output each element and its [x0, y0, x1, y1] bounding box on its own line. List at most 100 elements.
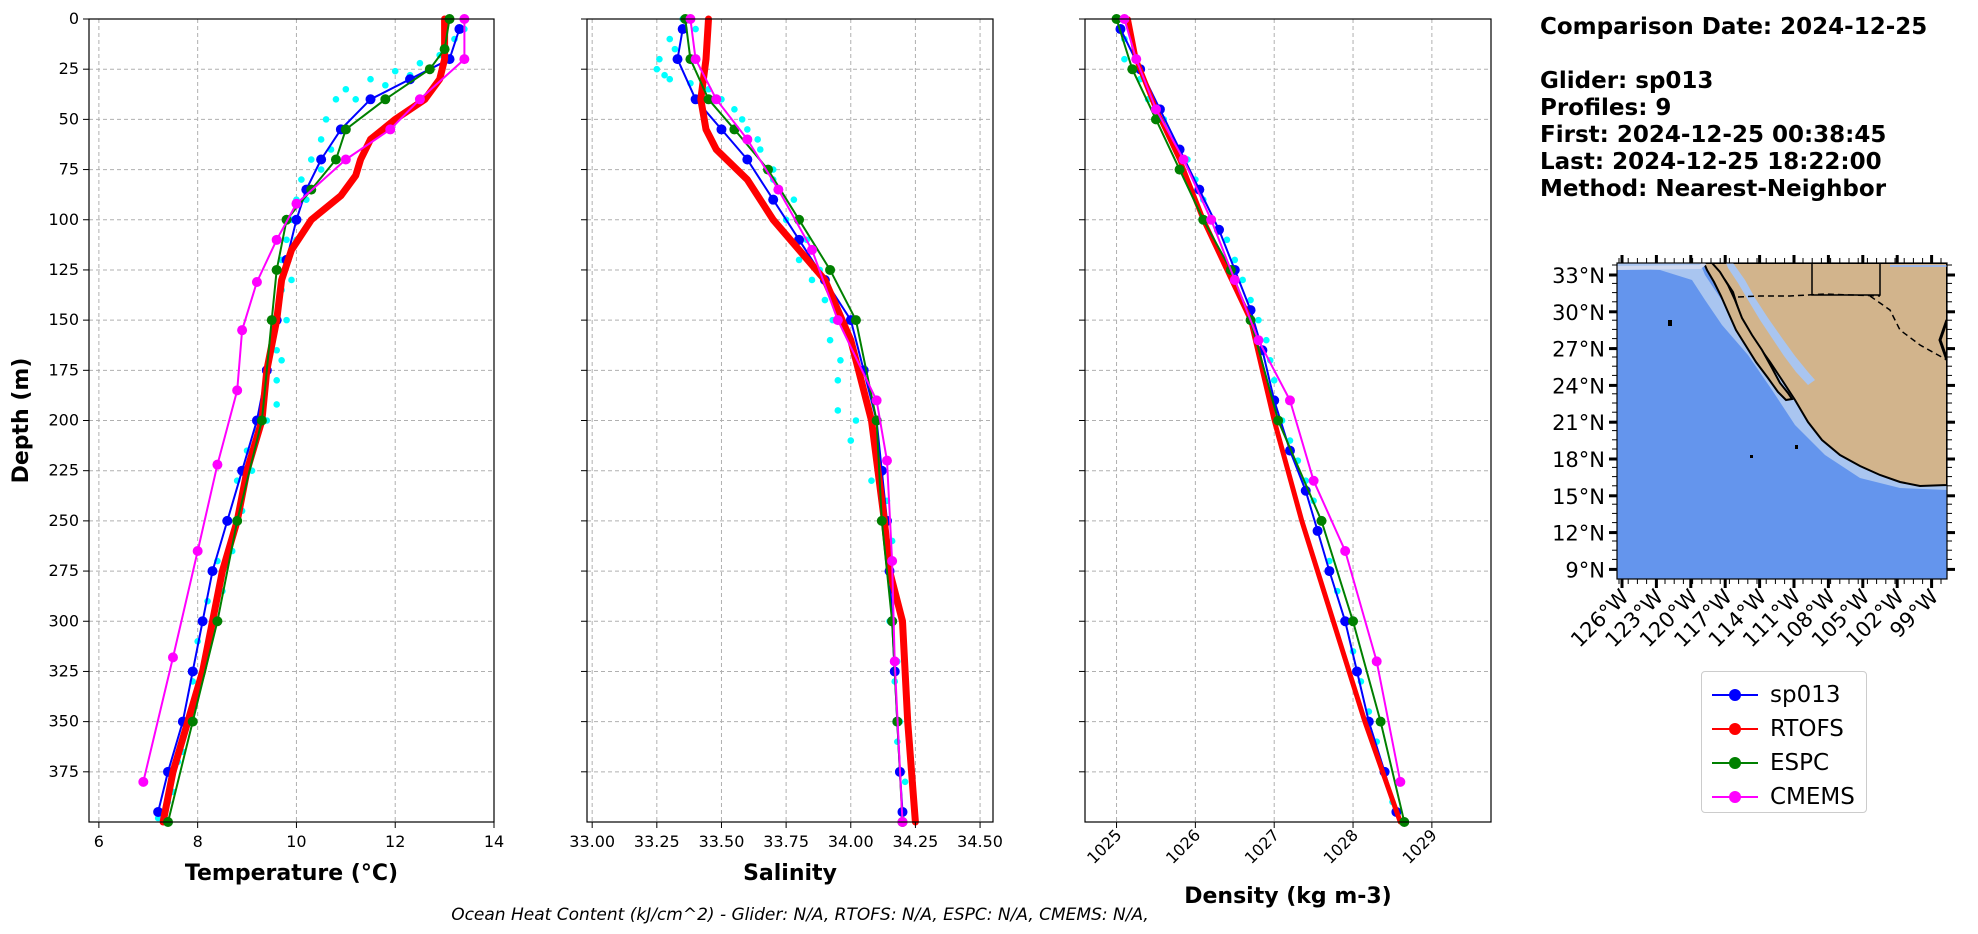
series-marker — [192, 545, 203, 556]
legend-swatch — [1710, 782, 1760, 812]
glider-point — [826, 336, 834, 344]
method: Method: Nearest-Neighbor — [1540, 176, 1887, 202]
glider-point — [692, 25, 699, 33]
series-marker — [454, 24, 465, 35]
series-marker — [212, 459, 223, 470]
series-marker — [207, 566, 218, 577]
series-marker — [439, 44, 450, 55]
series-marker — [716, 124, 727, 135]
legend-swatch — [1710, 714, 1760, 744]
grid — [587, 18, 993, 822]
y-axis-label: Depth (m) — [9, 358, 34, 484]
x-tick-label: 33.00 — [569, 832, 615, 851]
grid — [89, 18, 495, 822]
legend-swatch — [1710, 748, 1760, 778]
glider-point — [1270, 377, 1278, 384]
grid — [1085, 18, 1491, 822]
glider-point — [317, 166, 325, 173]
series-marker — [871, 395, 882, 406]
legend-item-sp013: sp013 — [1710, 680, 1840, 710]
ohc-footer: Ocean Heat Content (kJ/cm^2) - Glider: N… — [451, 905, 1149, 925]
series-marker — [1348, 616, 1359, 627]
series-cmems — [685, 14, 908, 827]
y-tick-label: 0 — [69, 9, 79, 28]
series-marker — [1351, 666, 1362, 677]
series-marker — [742, 134, 753, 145]
series-rtofs — [697, 15, 919, 826]
series-marker — [316, 154, 327, 165]
y-tick-label: 300 — [48, 611, 79, 630]
glider-point — [808, 276, 816, 284]
series-marker — [212, 616, 223, 627]
series-marker — [291, 198, 302, 209]
series-marker — [1253, 335, 1264, 346]
y-tick-label: 150 — [48, 310, 79, 329]
legend: sp013 RTOFS ESPC CMEMS — [1701, 671, 1867, 813]
glider-point — [738, 116, 746, 123]
glider-point — [847, 437, 855, 444]
series-marker — [711, 94, 722, 105]
series-marker — [266, 315, 277, 326]
x-axis-label: Salinity — [743, 861, 837, 886]
x-tick-label: 33.25 — [634, 832, 680, 851]
series-marker — [187, 666, 198, 677]
glider-point — [901, 778, 909, 786]
x-tick-label: 34.50 — [957, 832, 1003, 851]
y-tick-label: 125 — [48, 260, 79, 279]
series-marker — [1229, 274, 1240, 285]
legend-item-espc: ESPC — [1710, 748, 1829, 778]
x-tick-label: 33.75 — [763, 832, 809, 851]
x-tick-label: 1029 — [1398, 825, 1440, 867]
lat-label: 21°N — [1552, 411, 1605, 435]
series-marker — [876, 515, 887, 526]
glider-point — [273, 346, 280, 354]
glider-point — [731, 106, 738, 113]
series-marker — [1178, 154, 1189, 165]
glider-point — [322, 116, 330, 123]
series-marker — [881, 455, 892, 466]
x-tick-label: 12 — [385, 832, 405, 851]
glider-point — [1231, 256, 1239, 264]
glider-point — [273, 377, 280, 384]
y-tick-label: 250 — [48, 511, 79, 530]
series-marker — [1150, 114, 1161, 125]
series-marker — [1371, 656, 1382, 667]
series-marker — [672, 54, 683, 65]
x-tick-label: 10 — [286, 832, 306, 851]
glider-point — [1121, 55, 1128, 63]
glider-point — [868, 477, 875, 485]
series-marker — [1284, 395, 1295, 406]
x-tick-label: 34.00 — [828, 832, 874, 851]
series-marker — [825, 264, 836, 275]
series-marker — [887, 616, 898, 627]
series-marker — [291, 214, 302, 225]
glider-point — [342, 85, 350, 93]
first-time: First: 2024-12-25 00:38:45 — [1540, 122, 1887, 148]
glider-point — [790, 196, 798, 203]
series-marker — [153, 806, 164, 817]
glider-point — [1223, 236, 1231, 244]
series-marker — [459, 54, 470, 65]
glider-point — [795, 256, 803, 264]
x-tick-label: 34.25 — [893, 832, 939, 851]
series-marker — [1312, 525, 1323, 536]
series-marker — [768, 194, 779, 205]
glider-point — [744, 126, 751, 133]
y-tick-label: 275 — [48, 561, 79, 580]
y-tick-label: 75 — [59, 160, 79, 179]
glider-point — [391, 67, 399, 75]
series-marker — [1316, 515, 1327, 526]
series-line — [142, 18, 466, 783]
x-tick-label: 1027 — [1241, 825, 1283, 867]
glider-point — [671, 45, 679, 53]
glider-point — [1239, 276, 1246, 284]
y-tick-label: 225 — [48, 461, 79, 480]
series-marker — [1308, 475, 1319, 486]
lat-label: 18°N — [1552, 448, 1605, 472]
glider-point — [834, 377, 842, 384]
x-tick-label: 6 — [94, 832, 104, 851]
series-marker — [222, 515, 233, 526]
series-marker — [414, 94, 425, 105]
